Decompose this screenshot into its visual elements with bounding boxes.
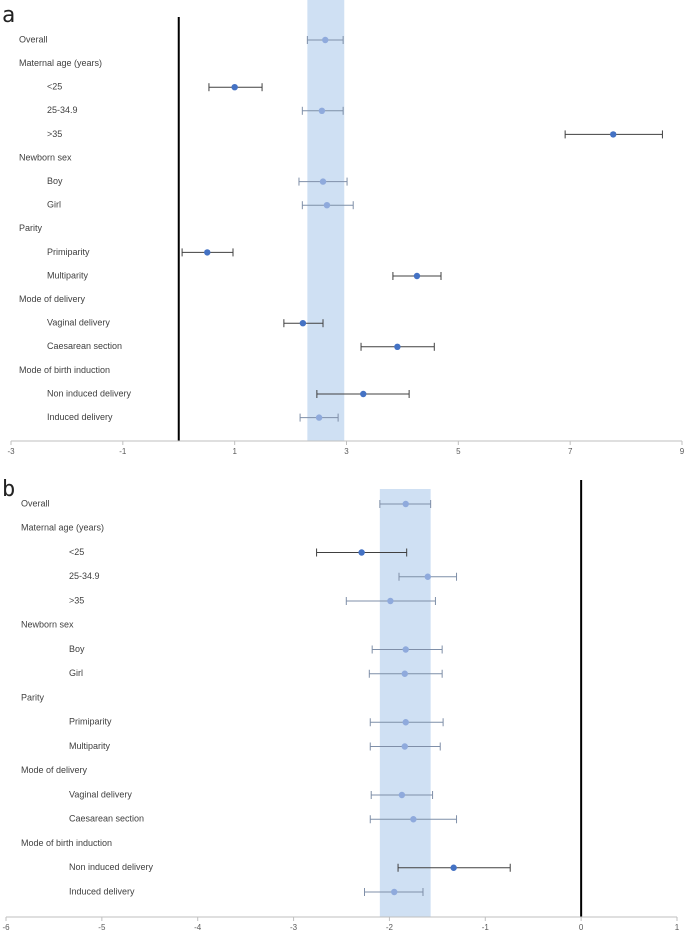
point-estimate — [450, 864, 457, 871]
row-label: Caesarean section — [47, 341, 122, 351]
x-tick-label: -3 — [290, 923, 298, 932]
point-estimate — [318, 107, 326, 115]
point-estimate — [360, 390, 367, 398]
point-estimate — [402, 719, 409, 726]
row-label: 25-34.9 — [69, 571, 100, 581]
row-label: Boy — [47, 176, 63, 186]
x-tick-label: -6 — [2, 923, 10, 932]
x-tick-label: 3 — [344, 447, 349, 456]
row-label: Non induced delivery — [47, 388, 132, 398]
pooled-band — [379, 489, 431, 917]
row-label: <25 — [69, 547, 84, 557]
point-estimate — [610, 131, 617, 138]
x-tick-label: 5 — [456, 447, 461, 456]
group-label: Maternal age (years) — [21, 523, 104, 533]
x-tick-label: -4 — [194, 923, 202, 932]
x-tick-label: -3 — [7, 447, 15, 456]
point-estimate — [323, 202, 331, 209]
row-label: Girl — [69, 668, 83, 678]
row-label: <25 — [47, 82, 62, 92]
point-estimate — [299, 320, 307, 327]
point-estimate — [402, 500, 409, 508]
point-estimate — [358, 549, 365, 556]
forest-panel: b -6 -5 -4 -3 -2 -1 0 1 Overall Maternal age (year… — [2, 477, 680, 932]
point-estimate — [401, 670, 408, 677]
group-label: Parity — [19, 223, 43, 233]
point-estimate — [322, 36, 329, 44]
row-label: Induced delivery — [69, 886, 135, 896]
point-estimate — [394, 343, 401, 350]
point-estimate — [204, 249, 211, 256]
panel-label: b — [2, 477, 15, 502]
x-tick-label: -2 — [386, 923, 394, 932]
point-estimate — [231, 84, 238, 91]
row-label: Induced delivery — [47, 412, 113, 422]
point-estimate — [402, 646, 409, 653]
x-tick-label: 1 — [232, 447, 237, 456]
panel-label: a — [2, 3, 15, 28]
row-label: 25-34.9 — [47, 105, 78, 115]
x-tick-label: 1 — [675, 923, 680, 932]
point-estimate — [319, 178, 327, 185]
group-label: Overall — [19, 34, 48, 44]
row-label: >35 — [69, 595, 84, 605]
point-estimate — [315, 414, 323, 421]
x-tick-label: -5 — [98, 923, 106, 932]
point-estimate — [410, 816, 417, 823]
group-label: Maternal age (years) — [19, 58, 102, 68]
row-label: Vaginal delivery — [47, 318, 110, 328]
row-label: Primiparity — [69, 717, 112, 727]
row-label: Non induced delivery — [69, 862, 154, 872]
group-label: Mode of delivery — [19, 294, 86, 304]
x-tick-label: 9 — [680, 447, 685, 456]
group-label: Parity — [21, 692, 45, 702]
row-label: Girl — [47, 200, 61, 210]
x-tick-label: -1 — [119, 447, 127, 456]
point-estimate — [424, 573, 431, 580]
row-label: Multiparity — [69, 741, 111, 751]
x-tick-label: -1 — [482, 923, 490, 932]
x-tick-label: 7 — [568, 447, 573, 456]
group-label: Newborn sex — [21, 620, 74, 630]
row-label: >35 — [47, 129, 62, 139]
point-estimate — [413, 272, 421, 280]
row-label: Boy — [69, 644, 85, 654]
point-estimate — [387, 597, 394, 605]
group-label: Mode of delivery — [21, 765, 88, 775]
group-label: Overall — [21, 498, 50, 508]
x-tick-label: 0 — [579, 923, 584, 932]
group-label: Mode of birth induction — [19, 365, 110, 375]
group-label: Mode of birth induction — [21, 838, 112, 848]
row-label: Vaginal delivery — [69, 789, 132, 799]
row-label: Multiparity — [47, 270, 89, 280]
row-label: Caesarean section — [69, 814, 144, 824]
pooled-band — [307, 0, 345, 441]
point-estimate — [398, 791, 406, 799]
point-estimate — [391, 888, 398, 896]
row-label: Primiparity — [47, 247, 90, 257]
group-label: Newborn sex — [19, 152, 72, 162]
point-estimate — [401, 743, 408, 750]
forest-panel: a -3 -1 1 3 5 7 9 Overall Maternal age (years) <25… — [2, 0, 685, 456]
